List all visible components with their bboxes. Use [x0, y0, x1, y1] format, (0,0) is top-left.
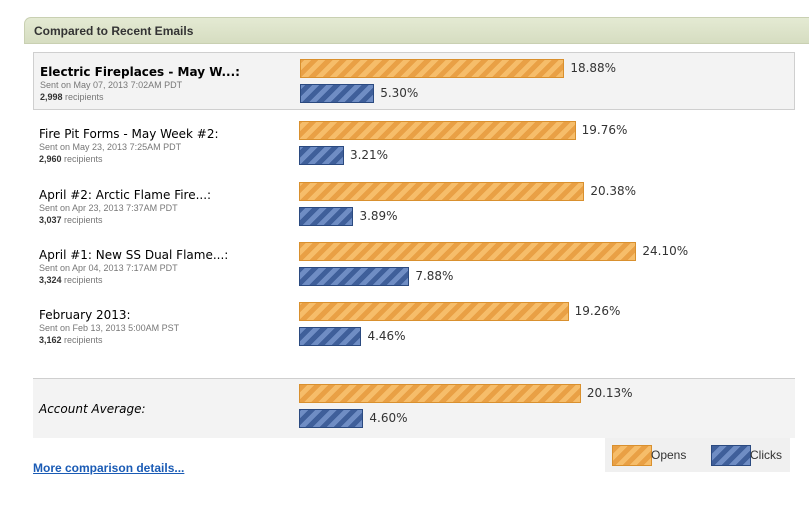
clicks-bar — [299, 327, 362, 346]
email-name: April #2: Arctic Flame Fire...: — [39, 188, 212, 202]
recipient-count: 3,037 — [39, 215, 62, 225]
panel-title: Compared to Recent Emails — [34, 24, 194, 38]
email-name: Electric Fireplaces - May W...: — [40, 65, 240, 79]
email-recipients: 3,037 recipients — [39, 215, 103, 225]
email-row: Fire Pit Forms - May Week #2: Sent on May… — [33, 115, 795, 173]
recipient-count: 3,324 — [39, 275, 62, 285]
recipient-suffix: recipients — [62, 92, 104, 102]
email-recipients: 3,162 recipients — [39, 335, 103, 345]
email-sent-date: Sent on May 07, 2013 7:02AM PDT — [40, 80, 183, 90]
clicks-value: 7.88% — [415, 269, 454, 283]
opens-bar — [299, 384, 581, 403]
clicks-value: 3.21% — [349, 148, 389, 162]
clicks-value: 5.30% — [380, 86, 419, 100]
email-row: April #1: New SS Dual Flame...: Sent on A… — [33, 236, 795, 294]
email-row: Electric Fireplaces - May W...: Sent on M… — [33, 52, 795, 110]
email-sent-date: Sent on May 23, 2013 7:25AM PDT — [39, 142, 182, 152]
legend-clicks-label: Clicks — [750, 448, 782, 462]
email-name: Fire Pit Forms - May Week #2: — [39, 127, 219, 141]
email-recipients: 2,960 recipients — [39, 154, 103, 164]
opens-bar — [299, 121, 576, 140]
clicks-bar — [300, 84, 375, 103]
email-sent-date: Sent on Apr 04, 2013 7:17AM PDT — [39, 263, 178, 273]
recipient-suffix: recipients — [61, 154, 103, 164]
opens-bar — [299, 182, 585, 201]
email-row: February 2013: Sent on Feb 13, 2013 5:00A… — [33, 296, 795, 354]
legend-clicks-swatch — [711, 445, 751, 466]
clicks-value: 4.46% — [367, 329, 406, 343]
opens-value: 20.13% — [586, 386, 633, 400]
opens-value: 24.10% — [642, 244, 689, 258]
email-row: April #2: Arctic Flame Fire...: Sent on A… — [33, 176, 795, 234]
clicks-bar — [299, 207, 354, 226]
opens-bar — [300, 59, 565, 78]
recipient-count: 2,960 — [39, 154, 62, 164]
opens-value: 18.88% — [570, 61, 617, 75]
average-row: Account Average: 20.13% 4.60% — [33, 378, 795, 438]
recipient-count: 2,998 — [40, 92, 63, 102]
panel-header: Compared to Recent Emails — [24, 17, 809, 44]
email-name: April #1: New SS Dual Flame...: — [39, 248, 229, 262]
opens-value: 20.38% — [590, 184, 637, 198]
average-label: Account Average: — [39, 402, 146, 416]
recipient-suffix: recipients — [61, 335, 103, 345]
more-comparison-details-link[interactable]: More comparison details... — [33, 461, 185, 475]
clicks-value: 4.60% — [369, 411, 408, 425]
email-recipients: 2,998 recipients — [40, 92, 104, 102]
clicks-bar — [299, 146, 344, 165]
opens-value: 19.26% — [574, 304, 621, 318]
recipient-count: 3,162 — [39, 335, 62, 345]
clicks-bar — [299, 267, 410, 286]
opens-bar — [299, 242, 637, 261]
email-sent-date: Sent on Apr 23, 2013 7:37AM PDT — [39, 203, 178, 213]
clicks-bar — [299, 409, 364, 428]
email-recipients: 3,324 recipients — [39, 275, 103, 285]
email-sent-date: Sent on Feb 13, 2013 5:00AM PST — [39, 323, 180, 333]
chart-legend: Opens Clicks — [605, 438, 790, 472]
legend-opens-label: Opens — [651, 448, 687, 462]
recipient-suffix: recipients — [61, 215, 103, 225]
opens-value: 19.76% — [581, 123, 628, 137]
recipient-suffix: recipients — [61, 275, 103, 285]
legend-opens-swatch — [612, 445, 652, 466]
opens-bar — [299, 302, 569, 321]
clicks-value: 3.89% — [359, 209, 398, 223]
email-name: February 2013: — [39, 308, 131, 322]
